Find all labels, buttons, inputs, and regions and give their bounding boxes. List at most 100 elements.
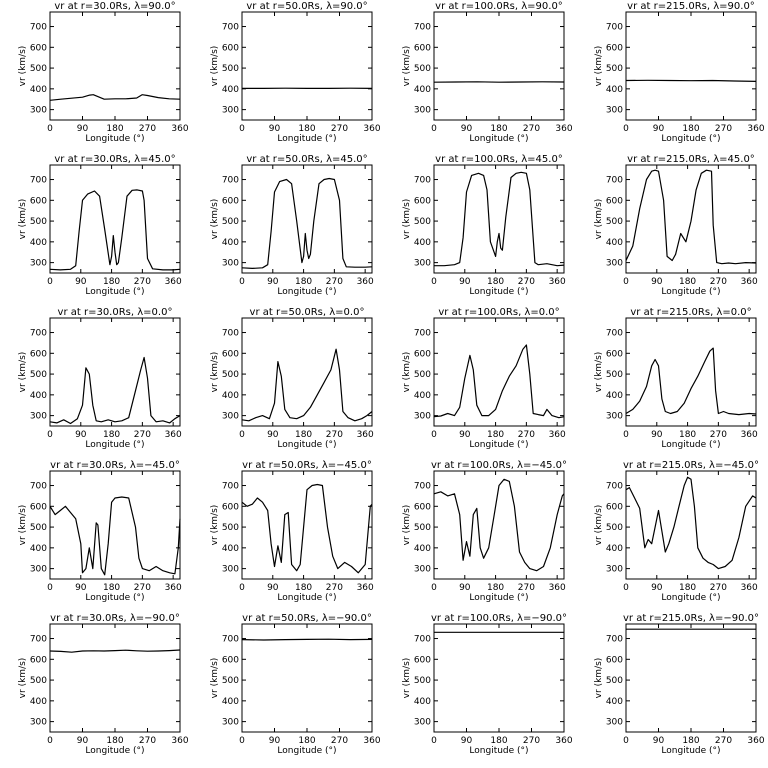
y-tick-label: 500 (606, 370, 623, 380)
chart-title: vr at r=50.0Rs, λ=−45.0° (242, 460, 372, 471)
x-axis-label: Longitude (°) (277, 287, 336, 297)
chart-title: vr at r=100.0Rs, λ=45.0° (435, 154, 563, 165)
x-tick-label: 0 (431, 277, 437, 287)
y-tick-label: 400 (30, 544, 47, 554)
chart-panel: vr at r=50.0Rs, λ=0.0° 0 90 180 270 360 300 400… (210, 307, 374, 450)
y-tick-label: 600 (30, 502, 47, 512)
y-tick-label: 500 (414, 217, 431, 227)
chart-title: vr at r=100.0Rs, λ=0.0° (438, 307, 559, 318)
series-line (625, 347, 757, 416)
y-tick-label: 600 (414, 43, 431, 53)
plot-frame (625, 164, 757, 274)
x-tick-label: 90 (267, 430, 279, 440)
x-tick-label: 180 (298, 124, 315, 134)
y-tick-label: 500 (222, 217, 239, 227)
y-tick-label: 400 (222, 697, 239, 707)
y-tick-label: 500 (30, 64, 47, 74)
x-tick-label: 360 (741, 430, 758, 440)
y-tick-label: 500 (606, 676, 623, 686)
y-axis-label: vr (km/s) (402, 658, 412, 699)
y-tick-label: 700 (30, 329, 47, 339)
y-tick-label: 600 (414, 349, 431, 359)
x-tick-label: 360 (363, 124, 380, 134)
chart-title: vr at r=30.0Rs, λ=0.0° (58, 307, 173, 318)
chart-panel: vr at r=100.0Rs, λ=−45.0° 0 90 180 270 360 300… (402, 460, 567, 603)
y-tick-label: 500 (222, 676, 239, 686)
plot-frame (241, 470, 373, 580)
y-axis-label: vr (km/s) (594, 505, 604, 546)
y-tick-label: 600 (414, 502, 431, 512)
y-tick-label: 500 (414, 523, 431, 533)
chart-title: vr at r=100.0Rs, λ=−45.0° (431, 460, 567, 471)
y-tick-label: 300 (606, 565, 623, 575)
x-tick-label: 180 (298, 736, 315, 746)
plot-frame (241, 164, 373, 274)
y-axis-label: vr (km/s) (594, 658, 604, 699)
y-tick-label: 400 (222, 238, 239, 248)
x-tick-label: 270 (523, 736, 540, 746)
x-tick-label: 90 (75, 277, 87, 287)
y-tick-label: 300 (414, 106, 431, 116)
plot-frame (241, 11, 373, 121)
x-axis-label: Longitude (°) (277, 746, 336, 756)
plot-frame (49, 470, 181, 580)
x-tick-label: 270 (139, 736, 156, 746)
y-tick-label: 700 (414, 635, 431, 645)
x-tick-label: 0 (239, 277, 245, 287)
x-tick-label: 0 (239, 124, 245, 134)
x-axis-label: Longitude (°) (469, 287, 528, 297)
x-axis-label: Longitude (°) (85, 287, 144, 297)
y-tick-label: 700 (606, 176, 623, 186)
y-tick-label: 300 (30, 718, 47, 728)
y-tick-label: 600 (606, 502, 623, 512)
x-tick-label: 360 (357, 277, 374, 287)
x-axis-label: Longitude (°) (661, 287, 720, 297)
y-tick-label: 400 (30, 697, 47, 707)
x-tick-label: 0 (623, 430, 629, 440)
x-tick-label: 360 (747, 736, 764, 746)
x-tick-label: 90 (651, 430, 663, 440)
x-tick-label: 360 (357, 583, 374, 593)
y-tick-label: 600 (606, 196, 623, 206)
x-tick-label: 270 (134, 430, 151, 440)
x-tick-label: 360 (171, 124, 188, 134)
chart-title: vr at r=50.0Rs, λ=45.0° (246, 154, 367, 165)
y-tick-label: 400 (414, 697, 431, 707)
x-tick-label: 180 (679, 583, 696, 593)
y-axis-label: vr (km/s) (594, 352, 604, 393)
x-tick-label: 180 (103, 583, 120, 593)
x-axis-label: Longitude (°) (277, 440, 336, 450)
y-tick-label: 700 (30, 176, 47, 186)
chart-panel: vr at r=30.0Rs, λ=0.0° 0 90 180 270 360 300 400… (18, 307, 182, 450)
y-tick-label: 400 (606, 391, 623, 401)
y-tick-label: 400 (414, 544, 431, 554)
x-tick-label: 90 (459, 583, 471, 593)
y-axis-label: vr (km/s) (18, 658, 28, 699)
chart-title: vr at r=50.0Rs, λ=0.0° (250, 307, 365, 318)
y-axis-label: vr (km/s) (210, 46, 220, 87)
x-tick-label: 180 (682, 124, 699, 134)
x-tick-label: 270 (715, 124, 732, 134)
chart-panel: vr at r=30.0Rs, λ=−45.0° 0 90 180 270 360 300 4… (18, 460, 182, 603)
x-tick-label: 360 (165, 430, 182, 440)
chart-panel: vr at r=50.0Rs, λ=90.0° 0 90 180 270 360 300 40… (210, 1, 381, 144)
y-tick-label: 700 (30, 635, 47, 645)
x-tick-label: 360 (741, 583, 758, 593)
chart-panel: vr at r=100.0Rs, λ=0.0° 0 90 180 270 360 300 40… (402, 307, 566, 450)
x-tick-label: 0 (431, 583, 437, 593)
x-tick-label: 0 (239, 583, 245, 593)
x-tick-label: 180 (679, 430, 696, 440)
y-tick-label: 700 (414, 176, 431, 186)
plot-frame (241, 317, 373, 427)
y-tick-label: 700 (414, 23, 431, 33)
x-tick-label: 180 (103, 277, 120, 287)
y-axis-label: vr (km/s) (594, 46, 604, 87)
y-tick-label: 500 (30, 523, 47, 533)
y-tick-label: 300 (222, 412, 239, 422)
x-tick-label: 270 (134, 583, 151, 593)
y-tick-label: 500 (606, 523, 623, 533)
x-tick-label: 90 (459, 430, 471, 440)
x-tick-label: 270 (326, 430, 343, 440)
x-axis-label: Longitude (°) (85, 593, 144, 603)
plot-frame (625, 11, 757, 121)
